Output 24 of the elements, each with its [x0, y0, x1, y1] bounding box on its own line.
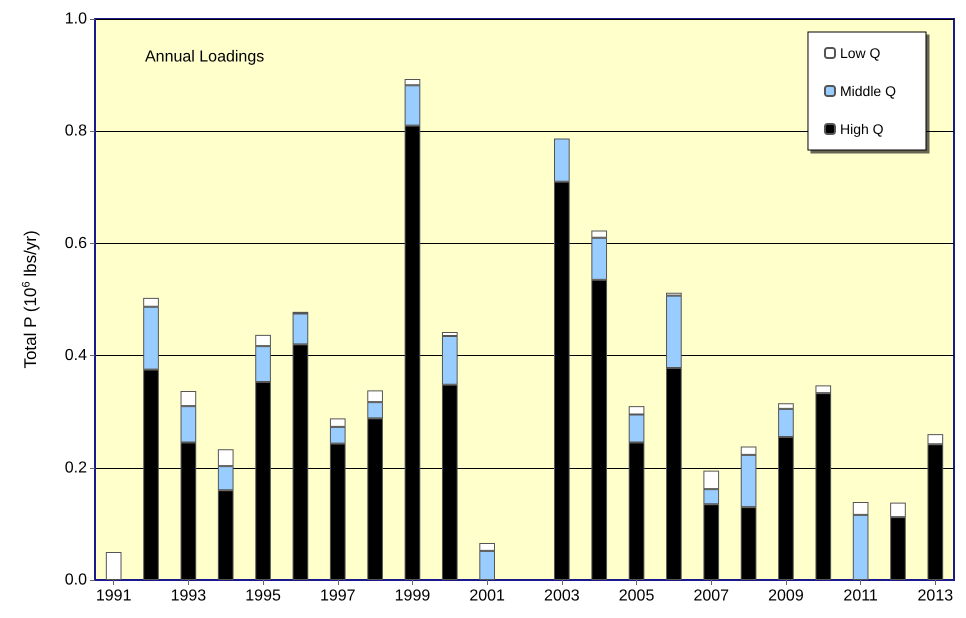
x-tick-label: 2009: [768, 588, 804, 604]
y-tick-label: 0.6: [64, 234, 88, 252]
y-tick-label: 0.8: [64, 122, 88, 140]
x-tick-label: 2013: [918, 588, 954, 604]
x-tick-label: 1997: [320, 588, 356, 604]
x-tick-label: 1993: [170, 588, 206, 604]
x-tick-label: 2007: [693, 588, 730, 604]
bar: [106, 552, 122, 580]
text: Annual Loadings: [145, 48, 264, 66]
y-tick-label: 1.0: [64, 10, 88, 28]
legend-label: Low Q: [840, 45, 881, 61]
x-tick-label: 1995: [245, 588, 281, 604]
x-tick-label: 1999: [394, 588, 430, 604]
legend-label: Middle Q: [840, 83, 896, 99]
x-tick-label: 1991: [96, 588, 132, 604]
y-axis-title: Total P (106 lbs/yr): [20, 230, 40, 369]
x-tick-label: 2001: [469, 588, 506, 604]
y-tick-label: 0.4: [64, 347, 88, 364]
y-tick-label: 0.2: [64, 459, 88, 476]
x-tick-label: 2003: [544, 588, 580, 604]
y-tick-label: 0.0: [64, 572, 88, 588]
x-tick-label: 2011: [843, 588, 878, 604]
legend-label: High Q: [840, 121, 884, 137]
x-tick-label: 2005: [618, 588, 654, 604]
